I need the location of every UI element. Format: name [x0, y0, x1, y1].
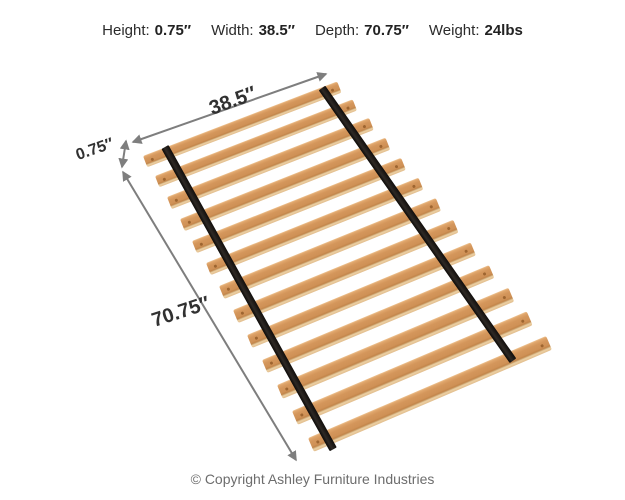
- copyright-text: © Copyright Ashley Furniture Industries: [190, 471, 435, 487]
- spec-label: Width:: [211, 22, 254, 39]
- spec-header: Height: 0.75″ Width: 38.5″ Depth: 70.75″…: [0, 22, 625, 39]
- spec-label: Depth:: [314, 22, 360, 39]
- spec-label: Height:: [102, 22, 150, 39]
- spec-value: 0.75″: [154, 22, 192, 39]
- length-dimension-label: 70.75″: [149, 292, 213, 332]
- spec-value: 38.5″: [258, 22, 295, 39]
- thickness-dimension-label: 0.75″: [73, 135, 116, 164]
- spec-height: Height: 0.75″: [102, 22, 191, 39]
- spec-width: Width: 38.5″: [211, 22, 295, 39]
- spec-label: Weight:: [428, 22, 480, 39]
- spec-depth: Depth: 70.75″: [315, 22, 409, 39]
- spec-value: 24lbs: [484, 22, 523, 39]
- strap-right: [318, 85, 517, 364]
- spec-weight: Weight: 24lbs: [429, 22, 523, 39]
- spec-value: 70.75″: [364, 22, 409, 39]
